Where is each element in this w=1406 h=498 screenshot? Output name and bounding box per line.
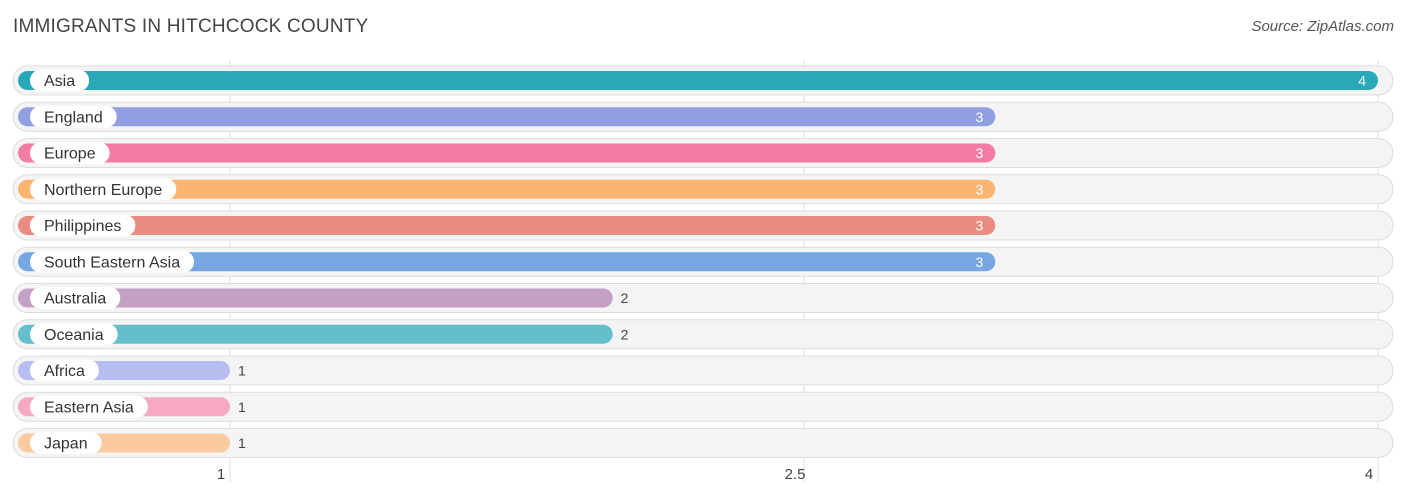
bar-label: Australia xyxy=(44,291,106,308)
bar-label-pill xyxy=(30,359,99,382)
bar-value: 3 xyxy=(976,145,984,161)
bar-row: South Eastern Asia 3 xyxy=(12,246,1394,277)
bar-row: Australia 2 xyxy=(12,283,1394,313)
x-tick-label: 4 xyxy=(1365,466,1373,483)
bar xyxy=(18,252,996,272)
bar-label: Northern Europe xyxy=(44,182,162,199)
bar xyxy=(18,179,996,199)
bar-label: Africa xyxy=(44,363,85,380)
bar-label-pill xyxy=(30,395,148,418)
bar-value: 1 xyxy=(238,435,246,451)
bar-row: Europe 3 xyxy=(12,138,1394,168)
row-track xyxy=(12,355,1394,386)
bar xyxy=(18,143,996,163)
bar-value: 3 xyxy=(976,254,984,270)
bar-label: Eastern Asia xyxy=(44,399,134,416)
bar-label-pill xyxy=(30,69,90,92)
bar-label: South Eastern Asia xyxy=(44,254,180,271)
bar-row: Philippines 3 xyxy=(12,210,1394,241)
bar-value: 4 xyxy=(1358,73,1366,89)
x-axis-ticks: 1 2.5 4 xyxy=(217,466,1373,483)
bar-label: England xyxy=(44,109,103,126)
bar-label: Japan xyxy=(44,436,88,453)
row-track xyxy=(12,428,1394,458)
bar-label-pill xyxy=(30,214,136,237)
row-track xyxy=(12,391,1394,422)
bar-label: Philippines xyxy=(44,218,121,235)
x-tick-label: 1 xyxy=(217,466,225,483)
bar-value: 1 xyxy=(238,363,246,379)
bar-label-pill xyxy=(30,287,121,309)
bar-value: 2 xyxy=(621,290,629,306)
bar-label-pill xyxy=(30,432,102,454)
chart-source: Source: ZipAtlas.com xyxy=(1251,18,1394,35)
bar-row: Africa 1 xyxy=(12,355,1394,386)
bar xyxy=(18,288,613,308)
bar-label: Oceania xyxy=(44,327,104,344)
bar-row: Eastern Asia 1 xyxy=(12,391,1394,422)
bar-value: 2 xyxy=(621,326,629,342)
bar-value: 3 xyxy=(976,218,984,234)
bar xyxy=(18,216,996,235)
bar-label: Europe xyxy=(44,146,96,163)
bar xyxy=(18,107,996,127)
bar-label-pill xyxy=(30,178,177,201)
bar-row: Northern Europe 3 xyxy=(12,174,1394,205)
bar-label: Asia xyxy=(44,73,75,90)
bar xyxy=(18,71,1378,90)
bar-label-pill xyxy=(30,250,195,273)
bar-value: 3 xyxy=(976,181,984,197)
chart-title: IMMIGRANTS IN HITCHCOCK COUNTY xyxy=(13,16,369,37)
bar xyxy=(18,324,613,344)
bar-label-pill xyxy=(30,323,118,346)
bar-row: Oceania 2 xyxy=(12,319,1394,350)
bar-value: 3 xyxy=(976,109,984,125)
bar-label-pill xyxy=(30,105,117,128)
bar-value: 1 xyxy=(238,399,246,415)
bar-row: Asia 4 xyxy=(12,65,1394,96)
bar-row: Japan 1 xyxy=(12,428,1394,458)
x-tick-label: 2.5 xyxy=(785,466,806,483)
bar-row: England 3 xyxy=(12,101,1394,132)
bar-label-pill xyxy=(30,142,110,164)
